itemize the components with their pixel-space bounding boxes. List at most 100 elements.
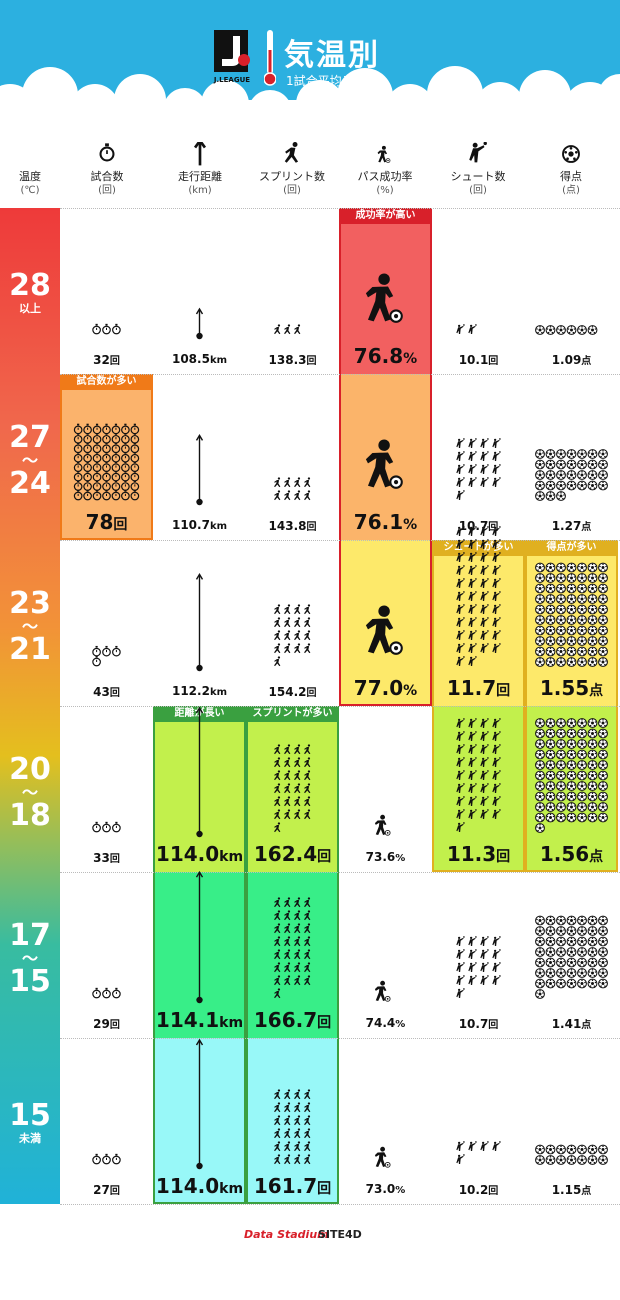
mark-pass [374,814,391,836]
value-number: 1.41 [551,1017,582,1031]
value-number: 1.27 [551,519,582,533]
kick-icon [443,141,513,166]
value-number: 161.7 [253,1174,318,1198]
value-number: 77.0 [353,676,404,700]
value-number: 11.7 [446,676,497,700]
value-unit: 回 [306,522,317,533]
value-pass: 73.0% [339,1182,432,1196]
value-unit: 回 [113,517,128,533]
value-unit: km [219,1015,244,1031]
temp-band-text: 15 [9,1098,51,1133]
temperature-bar [0,208,60,1204]
value-goals: 1.41点 [525,1016,618,1031]
value-unit: 回 [488,522,499,533]
highlight-box [153,706,246,1204]
value-matches: 43回 [60,684,153,699]
value-goals: 1.27点 [525,518,618,533]
mark-goals [535,325,598,335]
value-pass: 76.8% [339,344,432,368]
mark-matches [92,821,121,833]
colhead-label: スプリント数 [259,170,325,183]
temp-band-label: 15 未満 [0,1100,60,1146]
mark-distance [195,434,204,506]
value-number: 10.1 [458,353,489,367]
value-number: 1.56 [539,842,590,866]
value-number: 166.7 [253,1008,318,1032]
temp-band-text: 18 [9,798,51,833]
value-unit: % [395,1019,406,1030]
value-unit: 回 [496,683,511,699]
value-pass: 73.6% [339,850,432,864]
value-pass: 77.0% [339,676,432,700]
value-goals: 1.15点 [525,1182,618,1197]
sky-clouds [0,0,620,130]
value-shots: 10.7回 [432,1016,525,1031]
mark-goals [535,449,608,501]
value-unit: km [209,521,228,532]
value-unit: 回 [496,849,511,865]
value-number: 29 [93,1017,110,1031]
value-unit: % [403,351,418,367]
highlight-badge: 試合数が多い [60,374,153,390]
colhead-unit: (km) [188,185,212,196]
value-number: 162.4 [253,842,318,866]
value-unit: 点 [581,522,592,533]
mark-shots [456,324,477,334]
colhead-sprints: スプリント数 (回) [257,142,327,198]
value-number: 27 [93,1183,110,1197]
value-goals: 1.55点 [525,676,618,700]
value-unit: km [219,849,244,865]
row-divider [60,706,620,707]
highlight-badge: スプリントが多い [246,706,339,722]
value-goals: 1.56点 [525,842,618,866]
value-matches: 32回 [60,352,153,367]
temp-band-text: 以上 [19,302,41,315]
value-unit: 回 [306,688,317,699]
row-divider [60,1204,620,1205]
value-number: 76.8 [353,344,404,368]
value-unit: 点 [581,356,592,367]
highlight-badge: 成功率が高い [339,208,432,224]
value-unit: km [209,687,228,698]
value-number: 43 [93,685,110,699]
value-unit: 回 [488,1186,499,1197]
value-unit: km [219,1181,244,1197]
value-unit: 回 [109,356,120,367]
arrow-up-icon [165,138,235,166]
value-unit: 点 [589,849,604,865]
colhead-label: シュート数 [450,170,506,183]
value-goals: 1.09点 [525,352,618,367]
temp-band-text: 28 [9,268,51,303]
value-sprints: 162.4回 [246,842,339,866]
colhead-unit: (点) [562,185,580,196]
colhead-label: 得点 [560,170,582,183]
colhead-unit: (回) [283,185,301,196]
mark-pass [374,1146,391,1168]
ball-icon [536,142,606,166]
value-number: 110.7 [171,518,210,532]
temp-band-text: 15 [9,964,51,999]
temp-band-text: 23 [9,586,51,621]
colhead-unit: (回) [98,185,116,196]
value-unit: 点 [589,683,604,699]
highlight-fill [246,1038,339,1204]
value-matches: 33回 [60,850,153,865]
colhead-pass: パス成功率 (%) [350,142,420,198]
value-matches: 78回 [60,510,153,534]
page-subtitle: 1試合平均データ [286,74,378,88]
temp-band-text: 17 [9,918,51,953]
value-number: 32 [93,353,110,367]
temp-band-text: 〜 [21,783,38,802]
mark-distance [195,573,204,672]
mark-distance [195,307,204,340]
colhead-label: 試合数 [90,170,124,183]
value-number: 138.3 [268,353,307,367]
value-pass: 74.4% [339,1016,432,1030]
value-distance: 114.1km [153,1008,246,1032]
value-unit: % [395,853,406,864]
value-number: 114.0 [155,842,220,866]
temp-band-text: 〜 [21,451,38,470]
value-number: 73.0 [365,1182,396,1196]
colhead-shots: シュート数 (回) [443,141,513,198]
no-icon [0,142,65,166]
